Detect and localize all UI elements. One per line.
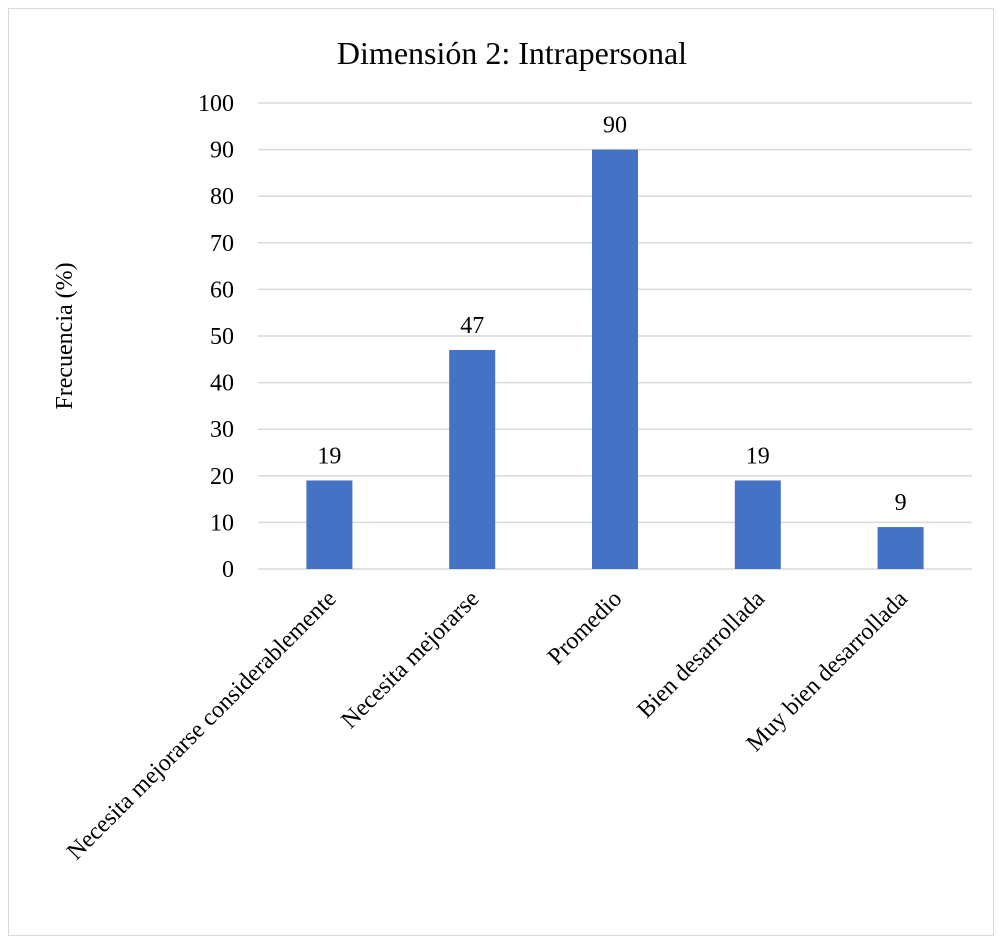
- y-tick-label-60: 60: [210, 277, 234, 303]
- y-axis-title: Frecuencia (%): [52, 262, 78, 409]
- y-tick-label-0: 0: [222, 557, 234, 583]
- data-label-1: 19: [317, 443, 341, 469]
- chart-frame: [8, 8, 994, 936]
- y-tick-label-30: 30: [210, 417, 234, 443]
- bar-3: [592, 149, 638, 569]
- data-label-5: 9: [895, 490, 907, 516]
- bars: [306, 149, 924, 569]
- data-label-3: 90: [603, 113, 627, 139]
- data-label-2: 47: [460, 313, 484, 339]
- y-tick-label-10: 10: [210, 510, 234, 536]
- y-tick-label-100: 100: [198, 91, 234, 117]
- bar-4: [734, 480, 781, 569]
- y-tick-label-80: 80: [210, 184, 234, 210]
- x-tick-label-4: Bien desarrollada: [632, 586, 770, 724]
- bar-5: [877, 527, 924, 569]
- y-tick-label-90: 90: [210, 138, 234, 164]
- x-tick-label-1: Necesita mejorarse considerablemente: [62, 586, 341, 865]
- x-tick-label-3: Promedio: [543, 586, 627, 670]
- y-tick-label-50: 50: [210, 324, 234, 350]
- bar-2: [449, 349, 496, 569]
- x-axis-labels: Necesita mejorarse considerablementeNece…: [62, 586, 913, 866]
- y-tick-label-40: 40: [210, 371, 234, 397]
- y-tick-label-70: 70: [210, 231, 234, 257]
- x-tick-label-5: Muy bien desarrollada: [742, 586, 913, 757]
- y-axis-ticks: 0 10 20 30 40 50 60 70 80 90 100: [198, 91, 234, 583]
- y-tick-label-20: 20: [210, 464, 234, 490]
- data-labels: 19 47 90 19 9: [317, 113, 906, 516]
- chart-title: Dimensión 2: Intrapersonal: [337, 35, 687, 71]
- bar-1: [306, 480, 353, 569]
- data-label-4: 19: [746, 443, 770, 469]
- x-tick-label-2: Necesita mejorarse: [336, 586, 484, 734]
